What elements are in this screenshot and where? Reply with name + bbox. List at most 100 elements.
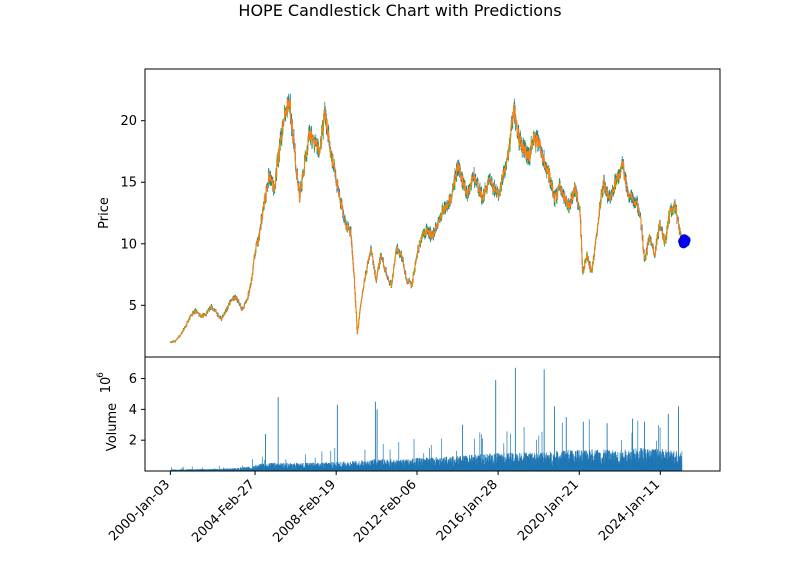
candle-body [407, 281, 408, 283]
candle-body [366, 272, 367, 273]
candle-body [561, 193, 562, 194]
candle-body [577, 193, 578, 198]
candle-body [404, 269, 405, 272]
candle-body [560, 183, 561, 188]
candle-body [667, 229, 668, 230]
candle-body [642, 228, 643, 239]
candle-body [494, 190, 495, 192]
candle-body [350, 230, 351, 238]
candle-body [323, 123, 324, 133]
candle-body [339, 199, 340, 203]
candle-body [227, 307, 228, 308]
candle-body [451, 196, 452, 197]
candle-body [215, 310, 216, 311]
candle-body [354, 287, 355, 293]
candle-body [364, 280, 365, 282]
candle-body [189, 316, 190, 319]
candle-body [300, 188, 301, 197]
candle-body [597, 223, 598, 224]
candle-body [575, 189, 576, 190]
candle-body [486, 187, 487, 189]
candle-body [397, 247, 398, 252]
candle-body [400, 252, 401, 254]
candle-body [323, 120, 324, 123]
candle-body [579, 206, 580, 207]
candle-body [676, 206, 677, 209]
candle-body [534, 133, 535, 138]
candle-body [540, 142, 541, 146]
candle-body [337, 181, 338, 189]
candle-body [252, 274, 253, 276]
candle-body [626, 184, 627, 190]
candle-body [577, 198, 578, 206]
candle-body [473, 176, 474, 179]
candle-body [569, 208, 570, 209]
candle-body [375, 272, 376, 277]
candle-body [373, 262, 374, 266]
candle-body [369, 256, 370, 259]
candle-body [304, 172, 305, 176]
candle-body [411, 286, 412, 287]
candle-body [219, 318, 220, 319]
candle-body [353, 269, 354, 273]
candle-body [647, 244, 648, 253]
candle-body [362, 293, 363, 296]
candle-body [238, 300, 239, 301]
candle-body [184, 327, 185, 328]
candle-body [370, 248, 371, 249]
candle-body [268, 173, 269, 176]
candle-body [535, 146, 536, 147]
candle-body [252, 276, 253, 280]
candle-body [548, 166, 549, 168]
candle-body [406, 278, 407, 280]
candle-body [371, 250, 372, 252]
candle-body [220, 318, 221, 319]
candle-body [356, 306, 357, 313]
candle-body [443, 207, 444, 209]
candle-body [352, 247, 353, 253]
candle-body [218, 316, 219, 317]
candle-body [540, 146, 541, 149]
candle-body [250, 284, 251, 285]
candle-body [425, 235, 426, 236]
candle-body [579, 208, 580, 209]
candle-body [274, 187, 275, 188]
candle-body [327, 120, 328, 131]
candle-body [470, 186, 471, 189]
candle-body [394, 260, 395, 264]
candle-body [268, 184, 269, 186]
candle-body [584, 261, 585, 268]
candle-body [320, 148, 321, 151]
candle-body [302, 175, 303, 187]
candle-body [585, 261, 586, 262]
candle-body [325, 115, 326, 119]
candle-body [510, 139, 511, 146]
candle-body [426, 227, 427, 228]
candle-body [290, 100, 291, 118]
candle-body [240, 305, 241, 306]
candle-body [443, 210, 444, 213]
candle-body [376, 280, 377, 281]
candle-body [351, 242, 352, 247]
price-y-tick-label: 15 [120, 176, 137, 191]
candle-body [441, 218, 442, 219]
candle-body [394, 265, 395, 266]
candle-body [592, 264, 593, 268]
candle-body [658, 227, 659, 237]
candle-body [595, 244, 596, 247]
candle-body [401, 254, 402, 258]
candle-body [321, 143, 322, 144]
candle-body [415, 263, 416, 270]
candle-body [180, 335, 181, 336]
candle-body [369, 256, 370, 257]
candle-body [556, 197, 557, 198]
candle-body [393, 268, 394, 273]
candle-body [305, 157, 306, 158]
candle-body [537, 136, 538, 137]
candle-body [321, 131, 322, 143]
candle-body [666, 230, 667, 237]
candle-body [225, 311, 226, 314]
candle-body [361, 296, 362, 298]
candle-body [542, 152, 543, 155]
candle-body [452, 186, 453, 189]
